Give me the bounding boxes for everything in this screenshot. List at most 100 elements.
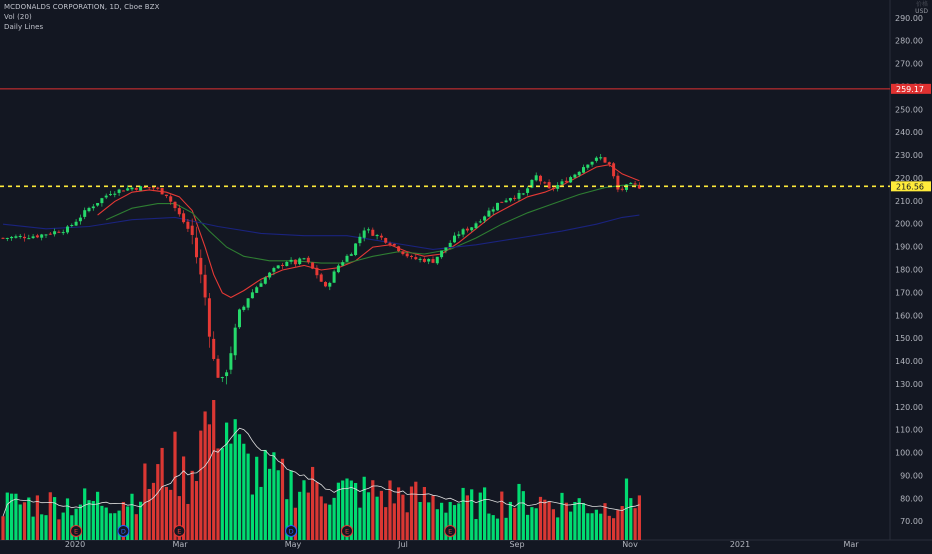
candle-body [457,234,461,236]
volume-bar [461,487,465,540]
candle-body [311,262,315,269]
candle-body [199,257,203,275]
symbol-title[interactable]: MCDONALDS CORPORATION, 1D, Cboe BZX [4,3,160,11]
volume-bar [263,449,267,540]
volume-bar [513,507,517,540]
candle-body [431,259,435,263]
event-marker[interactable] [444,525,457,537]
volume-bar [237,434,242,540]
volume-bar [134,514,138,540]
candle-body [164,194,168,197]
candle-body [298,258,302,265]
volume-bar [268,468,272,540]
price-tick-label: 170.00 [895,288,923,297]
price-level-badge[interactable] [891,83,931,94]
volume-bar [491,515,495,540]
volume-bar [78,504,82,540]
candle-body [35,235,39,238]
candle-body [379,235,383,238]
candle-body [487,210,491,217]
candle-body [547,182,551,189]
price-tick-label: 70.00 [900,517,923,526]
time-tick-label: Mar [843,540,859,549]
event-marker[interactable] [341,525,353,537]
candle-body [139,186,143,191]
volume-bar [500,491,504,540]
volume-bar [388,480,392,540]
candle-body [220,377,224,379]
candle-body [474,223,478,229]
daily-lines-indicator-label[interactable]: Daily Lines [4,23,44,31]
price-tick-label: 90.00 [900,471,923,480]
candle-body [410,255,413,257]
candle-body [324,282,327,287]
volume-bar [233,419,237,540]
volume-bar [573,501,577,540]
volume-bar [83,488,87,540]
price-tick-label: 210.00 [895,197,923,206]
price-tick-label: 270.00 [895,60,923,69]
volume-bar [457,503,461,540]
candle-body [242,306,246,310]
volume-bar [272,452,276,540]
volume-bar [379,490,383,540]
volume-bar [14,493,18,540]
candle-body [40,234,44,238]
moving-average-line [105,184,640,264]
candle-body [354,243,358,256]
candle-body [448,242,452,248]
volume-bar [207,424,211,540]
price-tick-label: 160.00 [895,311,923,320]
volume-bar [470,489,474,540]
volume-bar [431,495,435,540]
volume-bar [74,508,78,540]
volume-bar [35,495,39,540]
event-marker-label: E [177,528,181,536]
price-tick-label: 180.00 [895,266,923,275]
volume-indicator-label[interactable]: Vol (20) [4,13,32,21]
volume-bar [435,509,439,540]
event-marker-label: E [448,528,452,536]
volume-ma-line [2,427,640,517]
event-marker[interactable] [70,525,83,537]
volume-bar [61,512,65,540]
candle-body [328,282,332,287]
price-tick-label: 240.00 [895,128,923,137]
candle-body [207,298,211,337]
candle-body [259,283,263,287]
volume-bar [637,495,641,540]
event-marker[interactable] [285,525,298,537]
volume-bar [225,422,229,540]
candle-body [414,257,418,260]
candle-body [57,231,61,233]
price-tick-label: 290.00 [895,14,923,23]
candle-body [539,175,542,182]
candle-body [603,157,607,163]
candle-body [315,267,319,276]
candle-body [212,338,216,359]
volume-bar [577,498,581,540]
event-marker[interactable] [117,525,130,537]
event-marker[interactable] [173,525,186,537]
volume-bar [405,512,409,540]
volume-bar [117,510,121,540]
candle-body [31,236,35,239]
volume-bar [276,470,280,540]
price-axis-corner: 价格 USD [915,1,928,15]
volume-bar [298,491,302,540]
candle-body [496,202,499,211]
volume-bar [483,487,487,540]
volume-bar [44,515,48,540]
volume-bar [177,496,181,540]
price-level-badge[interactable] [891,181,931,192]
candle-body [109,194,112,196]
candle-body [272,268,276,272]
candle-body [397,246,401,252]
price-tick-label: 80.00 [900,494,923,503]
candle-body [594,157,598,161]
candle-body [195,237,198,258]
volume-bar [285,499,289,540]
volume-bar [590,513,594,540]
